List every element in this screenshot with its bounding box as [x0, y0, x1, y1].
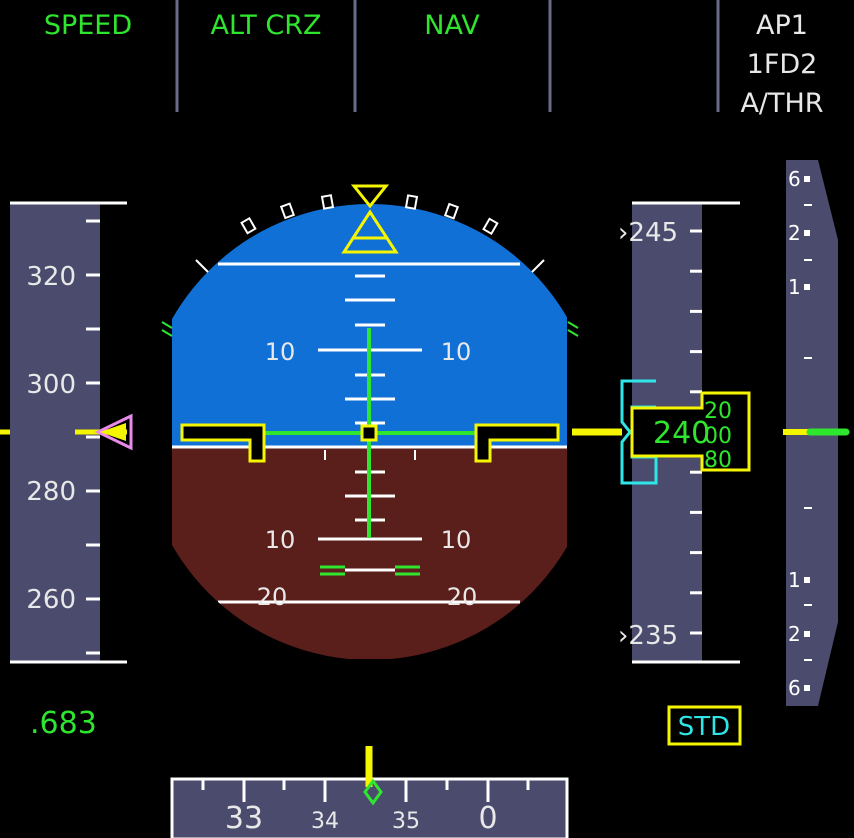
- heading-label: 0: [478, 801, 497, 836]
- altitude-drum: 80: [704, 448, 732, 473]
- flight-mode-annunciator: SPEED ALT CRZ NAV AP1 1FD2 A/THR: [44, 0, 824, 119]
- speed-tape: 320 300 280 260 .683: [0, 201, 133, 741]
- altitude-tape: ›245 ›235 240 20 00 80 STD: [572, 201, 751, 746]
- baro-setting-box[interactable]: [667, 705, 742, 746]
- speed-target-triangle-icon: [94, 413, 133, 451]
- pitch-label: 10: [265, 338, 296, 366]
- heading-label: 34: [311, 809, 339, 834]
- speed-label: 260: [26, 585, 76, 615]
- fma-autopilot: AP1: [756, 10, 808, 41]
- heading-label: 35: [392, 809, 420, 834]
- vsi-label: 2: [788, 622, 801, 646]
- altitude-drum: 00: [704, 424, 732, 449]
- speed-label: 300: [26, 370, 76, 400]
- roll-scale: [195, 194, 545, 273]
- altitude-label: ›245: [618, 218, 678, 248]
- vsi-label: 1: [788, 568, 801, 592]
- track-diamond-icon: [363, 778, 383, 806]
- fma-lateral-mode: NAV: [424, 10, 480, 41]
- vsi-label: 6: [788, 167, 801, 191]
- heading-label: 33: [225, 801, 263, 836]
- pitch-label: 10: [441, 338, 472, 366]
- baro-setting: STD: [678, 712, 730, 742]
- aircraft-symbol-icon: [180, 423, 560, 463]
- attitude-indicator: 10 10 10 10 20 20: [161, 184, 579, 659]
- roll-index-icon: [350, 184, 390, 209]
- vertical-speed-indicator: 6 2 1 1 2 6: [783, 160, 850, 706]
- heading-tape: 33 34 35 0: [170, 746, 569, 838]
- pitch-label: 10: [441, 526, 472, 554]
- altitude-current: 240: [653, 416, 710, 451]
- altitude-drum: 20: [704, 399, 732, 424]
- pitch-label: 10: [265, 526, 296, 554]
- vsi-label: 6: [788, 676, 801, 700]
- fma-autothrust: A/THR: [740, 88, 823, 119]
- speed-label: 320: [26, 262, 76, 292]
- altitude-readout-box: [630, 391, 751, 472]
- pitch-label: 20: [447, 583, 478, 611]
- speed-label: 280: [26, 477, 76, 507]
- altitude-label: ›235: [618, 621, 678, 651]
- fma-flight-director: 1FD2: [747, 49, 818, 80]
- fma-vertical-mode: ALT CRZ: [211, 10, 322, 41]
- vsi-label: 1: [788, 275, 801, 299]
- mach-number: .683: [30, 706, 97, 741]
- fma-speed-mode: SPEED: [44, 10, 132, 41]
- roll-pointer-icon: [341, 209, 399, 254]
- pitch-label: 20: [257, 583, 288, 611]
- vsi-label: 2: [788, 221, 801, 245]
